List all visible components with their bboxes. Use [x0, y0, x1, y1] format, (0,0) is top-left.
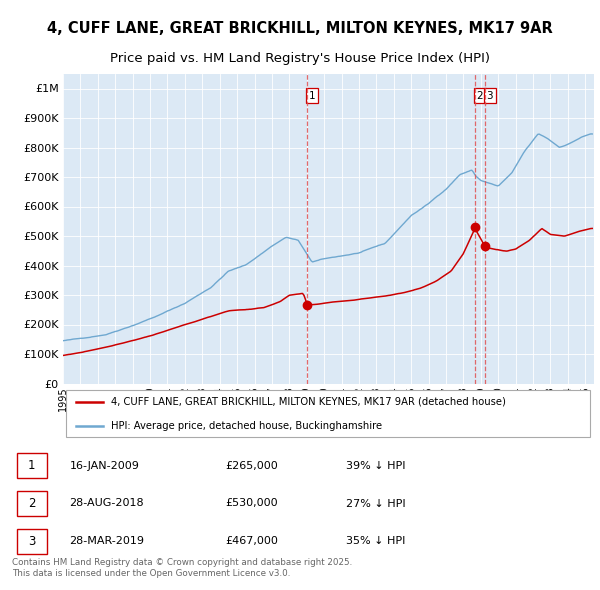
Text: 28-AUG-2018: 28-AUG-2018 [70, 499, 144, 509]
Text: £265,000: £265,000 [225, 461, 278, 470]
Text: £530,000: £530,000 [225, 499, 278, 509]
Text: Price paid vs. HM Land Registry's House Price Index (HPI): Price paid vs. HM Land Registry's House … [110, 52, 490, 65]
Bar [17, 529, 47, 554]
Text: 35% ↓ HPI: 35% ↓ HPI [346, 536, 406, 546]
Text: 16-JAN-2009: 16-JAN-2009 [70, 461, 139, 470]
Bar [17, 491, 47, 516]
Text: 27% ↓ HPI: 27% ↓ HPI [346, 499, 406, 509]
Bar [17, 453, 47, 478]
Text: 4, CUFF LANE, GREAT BRICKHILL, MILTON KEYNES, MK17 9AR: 4, CUFF LANE, GREAT BRICKHILL, MILTON KE… [47, 21, 553, 36]
Text: 1: 1 [28, 459, 35, 472]
Text: 39% ↓ HPI: 39% ↓ HPI [346, 461, 406, 470]
Text: HPI: Average price, detached house, Buckinghamshire: HPI: Average price, detached house, Buck… [111, 421, 382, 431]
Text: 3: 3 [487, 91, 493, 101]
Text: £467,000: £467,000 [225, 536, 278, 546]
Text: 2: 2 [28, 497, 35, 510]
Text: 28-MAR-2019: 28-MAR-2019 [70, 536, 145, 546]
Text: 1: 1 [309, 91, 316, 101]
Text: Contains HM Land Registry data © Crown copyright and database right 2025.
This d: Contains HM Land Registry data © Crown c… [12, 558, 352, 578]
Text: 4, CUFF LANE, GREAT BRICKHILL, MILTON KEYNES, MK17 9AR (detached house): 4, CUFF LANE, GREAT BRICKHILL, MILTON KE… [111, 396, 506, 407]
Text: 3: 3 [28, 535, 35, 548]
Text: 2: 2 [476, 91, 483, 101]
